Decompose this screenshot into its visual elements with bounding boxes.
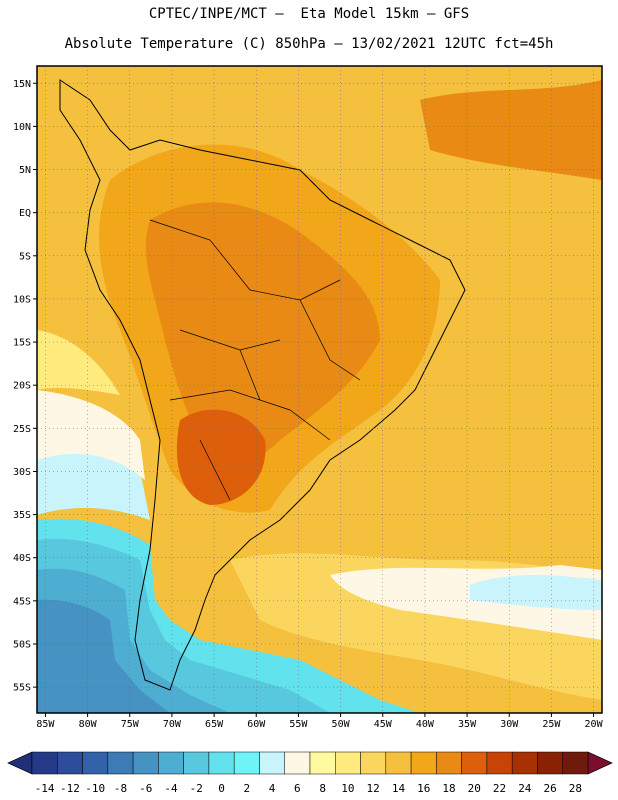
- colorbar-label: -8: [114, 782, 127, 795]
- lon-tick-label: 45W: [374, 719, 393, 730]
- colorbar-swatch: [259, 751, 285, 775]
- lon-tick-label: 25W: [542, 719, 561, 730]
- coldest-core: [37, 599, 170, 713]
- colorbar: -14 -12 -10 -8 -6 -4 -2 0 2 4 6 8 10 12 14 16 18 20 22 24 26…: [7, 751, 613, 795]
- colorbar-swatch: [57, 751, 83, 775]
- colorbar-swatch: [335, 751, 361, 775]
- lat-tick-label: 15S: [13, 338, 31, 349]
- lon-tick-label: 75W: [121, 719, 140, 730]
- colorbar-swatch: [107, 751, 134, 775]
- colorbar-high-cap: [587, 751, 613, 775]
- lat-tick-label: 10N: [13, 122, 31, 133]
- lon-tick-label: 35W: [458, 719, 477, 730]
- lon-tick-label: 30W: [500, 719, 519, 730]
- colorbar-label: 0: [218, 782, 225, 795]
- colorbar-low-cap: [7, 751, 33, 775]
- colorbar-label: 2: [244, 782, 251, 795]
- colorbar-label: 6: [294, 782, 301, 795]
- colorbar-label: 28: [569, 782, 582, 795]
- lon-tick-label: 80W: [79, 719, 98, 730]
- lat-tick-label: 35S: [13, 510, 31, 521]
- colorbar-swatch: [31, 751, 58, 775]
- pacific-yellow-patch: [37, 330, 120, 395]
- colorbar-label: 24: [518, 782, 532, 795]
- lon-tick-label: 85W: [36, 719, 55, 730]
- lat-tick-label: 25S: [13, 424, 31, 435]
- lat-tick-label: 5S: [19, 251, 31, 262]
- country-borders: [149, 219, 361, 501]
- axis-ticks: 15N 10N 5N EQ 5S 10S 15S 20S 25S 30S 35S 40S 45S 50S 5…: [13, 79, 604, 730]
- lat-tick-label: 55S: [13, 683, 31, 694]
- colorbar-swatch: [562, 751, 589, 775]
- colorbar-swatch: [537, 751, 563, 775]
- colorbar-swatch: [461, 751, 488, 775]
- colorbar-swatch: [284, 751, 311, 775]
- colorbar-label: 8: [319, 782, 326, 795]
- lat-tick-label: EQ: [19, 208, 31, 219]
- map-field: [37, 66, 602, 713]
- north-atlantic-warm: [420, 80, 602, 180]
- colorbar-swatch: [233, 751, 260, 775]
- chart-subtitle: Absolute Temperature (C) 850hPa – 13/02/…: [64, 36, 554, 52]
- lat-tick-label: 15N: [13, 79, 31, 90]
- lat-tick-label: 20S: [13, 381, 31, 392]
- lon-tick-label: 40W: [416, 719, 435, 730]
- lat-tick-label: 10S: [13, 294, 31, 305]
- lat-tick-label: 5N: [19, 165, 31, 176]
- lat-tick-label: 30S: [13, 467, 31, 478]
- chart-title: CPTEC/INPE/MCT – Eta Model 15km – GFS: [148, 6, 470, 22]
- colorbar-label: 26: [543, 782, 556, 795]
- colorbar-swatch: [309, 751, 336, 775]
- colorbar-swatch: [385, 751, 412, 775]
- hottest-core: [176, 409, 266, 505]
- coastline: [59, 79, 466, 691]
- colorbar-label: 22: [493, 782, 506, 795]
- colorbar-label: -12: [60, 782, 80, 795]
- hot-continent: [145, 202, 380, 463]
- lat-tick-label: 45S: [13, 596, 31, 607]
- colorbar-swatch: [436, 751, 462, 775]
- colorbar-swatch: [360, 751, 387, 775]
- colorbar-label: 10: [341, 782, 354, 795]
- colorbar-swatch: [132, 751, 159, 775]
- lon-tick-label: 20W: [585, 719, 604, 730]
- colorbar-label: -2: [190, 782, 203, 795]
- colorbar-swatch: [410, 751, 437, 775]
- lon-tick-label: 55W: [289, 719, 308, 730]
- south-atlantic-cool: [470, 575, 602, 610]
- colorbar-swatch: [82, 751, 109, 775]
- colorbar-swatch: [208, 751, 235, 775]
- lon-tick-label: 60W: [247, 719, 266, 730]
- colorbar-label: -14: [35, 782, 55, 795]
- lon-tick-label: 70W: [163, 719, 182, 730]
- colorbar-label: 16: [417, 782, 430, 795]
- lat-tick-label: 50S: [13, 639, 31, 650]
- colorbar-swatch: [486, 751, 513, 775]
- lon-tick-label: 65W: [205, 719, 224, 730]
- colorbar-swatch: [158, 751, 184, 775]
- colorbar-swatch: [511, 751, 538, 775]
- lon-tick-label: 50W: [332, 719, 351, 730]
- colorbar-label: -4: [164, 782, 178, 795]
- mild-pacific-patch: [37, 390, 145, 480]
- colorbar-label: -10: [85, 782, 105, 795]
- colorbar-label: 20: [468, 782, 481, 795]
- colorbar-label: 14: [392, 782, 406, 795]
- colorbar-swatch: [183, 751, 210, 775]
- colorbar-label: 18: [442, 782, 455, 795]
- lat-tick-label: 40S: [13, 553, 31, 564]
- colorbar-label: 12: [367, 782, 380, 795]
- colorbar-label: -6: [139, 782, 152, 795]
- map-frame: [36, 65, 603, 714]
- colorbar-label: 4: [269, 782, 276, 795]
